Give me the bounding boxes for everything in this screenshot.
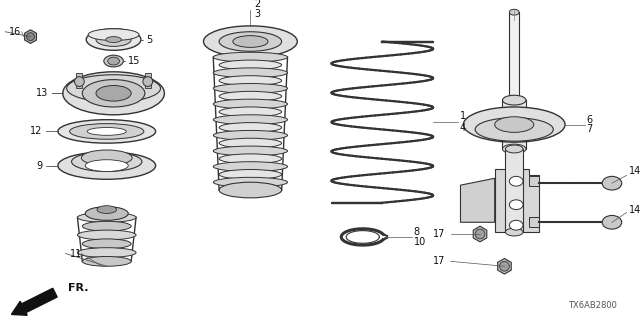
Text: 6: 6 [586,115,593,125]
Ellipse shape [219,76,282,85]
Text: 17: 17 [433,256,446,266]
Text: 11: 11 [70,249,82,259]
Ellipse shape [500,261,509,271]
Polygon shape [460,178,495,222]
Ellipse shape [509,200,523,210]
Ellipse shape [104,55,124,67]
Text: 16: 16 [9,27,21,37]
Text: 9: 9 [36,161,42,171]
Ellipse shape [97,206,116,213]
Text: 2: 2 [254,0,260,9]
Bar [502,100,526,149]
Ellipse shape [463,107,565,142]
Text: 13: 13 [36,88,48,98]
Ellipse shape [219,170,282,179]
Ellipse shape [475,229,485,239]
Ellipse shape [213,99,287,109]
Text: 10: 10 [413,237,426,247]
Ellipse shape [85,207,128,220]
Ellipse shape [219,154,282,164]
Ellipse shape [475,118,554,141]
Text: 7: 7 [586,124,593,134]
Ellipse shape [502,144,526,154]
Ellipse shape [63,72,164,115]
FancyArrow shape [12,288,57,315]
Text: 1: 1 [460,111,466,121]
Text: 3: 3 [254,9,260,19]
Ellipse shape [219,123,282,132]
Ellipse shape [74,77,84,86]
Ellipse shape [219,91,282,101]
Text: 17: 17 [433,229,446,239]
Ellipse shape [509,220,523,230]
Ellipse shape [219,185,282,195]
Text: TX6AB2800: TX6AB2800 [568,301,617,310]
Ellipse shape [81,150,132,166]
Ellipse shape [213,146,287,156]
Ellipse shape [509,9,519,15]
Text: 14: 14 [628,166,640,176]
Polygon shape [498,259,511,274]
Ellipse shape [77,248,136,258]
Ellipse shape [213,177,287,187]
Ellipse shape [27,33,35,41]
Ellipse shape [213,68,287,78]
Bar [76,73,83,88]
Ellipse shape [213,115,287,124]
Ellipse shape [77,212,136,222]
Ellipse shape [602,176,621,190]
Ellipse shape [83,221,131,231]
Text: 5: 5 [146,35,152,44]
Ellipse shape [219,107,282,117]
Text: 4: 4 [460,123,466,133]
Ellipse shape [77,230,136,240]
Bar [506,149,523,232]
Ellipse shape [58,152,156,179]
Ellipse shape [204,26,298,57]
Ellipse shape [143,77,153,86]
Ellipse shape [86,29,141,50]
Ellipse shape [509,176,523,186]
Ellipse shape [108,57,120,65]
Ellipse shape [602,215,621,229]
Ellipse shape [83,80,145,107]
Ellipse shape [213,131,287,140]
Ellipse shape [83,239,131,249]
Ellipse shape [219,32,282,51]
Polygon shape [24,30,36,44]
Ellipse shape [213,162,287,172]
Bar [509,12,519,100]
Text: 8: 8 [413,227,420,237]
Text: 12: 12 [30,126,42,136]
Bar [529,217,539,227]
Ellipse shape [506,228,523,236]
Bar [145,73,150,88]
Ellipse shape [219,138,282,148]
Polygon shape [495,169,539,232]
Ellipse shape [96,85,131,101]
Ellipse shape [213,84,287,93]
Ellipse shape [88,29,139,41]
Ellipse shape [213,52,287,62]
Ellipse shape [106,36,122,43]
Text: 14: 14 [628,204,640,215]
Ellipse shape [85,160,128,172]
Ellipse shape [70,124,144,139]
Text: FR.: FR. [68,283,88,293]
Ellipse shape [495,117,534,132]
Ellipse shape [96,33,131,46]
Bar [529,176,539,186]
Ellipse shape [87,127,126,135]
Text: 15: 15 [128,56,141,66]
Ellipse shape [83,257,131,266]
Polygon shape [473,226,487,242]
Ellipse shape [72,152,142,172]
Ellipse shape [58,120,156,143]
Ellipse shape [219,182,282,198]
Ellipse shape [219,60,282,70]
Ellipse shape [67,75,161,102]
Ellipse shape [502,95,526,105]
Ellipse shape [233,36,268,47]
Ellipse shape [506,145,523,153]
